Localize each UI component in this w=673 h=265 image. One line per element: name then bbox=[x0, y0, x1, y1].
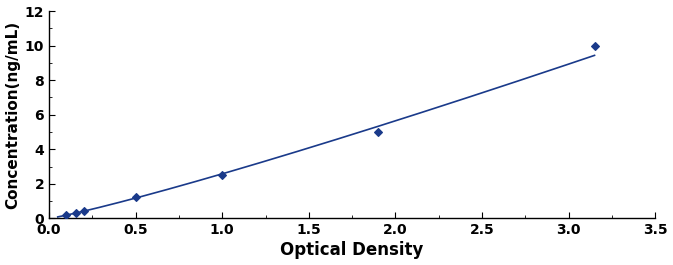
Y-axis label: Concentration(ng/mL): Concentration(ng/mL) bbox=[5, 21, 21, 209]
X-axis label: Optical Density: Optical Density bbox=[281, 241, 424, 259]
